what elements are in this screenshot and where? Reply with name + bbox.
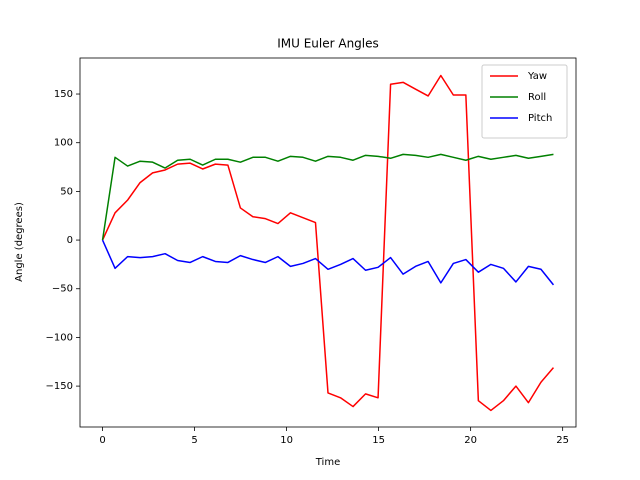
legend-label: Roll: [528, 92, 546, 103]
y-tick-label: 0: [67, 235, 73, 246]
x-axis-label: Time: [315, 457, 340, 468]
legend-label: Pitch: [528, 113, 552, 124]
legend-box: [481, 64, 568, 139]
y-tick-label: 150: [54, 89, 73, 100]
legend-label: Yaw: [527, 71, 547, 82]
chart-title: IMU Euler Angles: [277, 37, 379, 51]
x-tick-label: 25: [556, 435, 569, 446]
y-tick-label: −100: [46, 332, 73, 343]
x-tick-label: 20: [464, 435, 477, 446]
x-tick-label: 10: [280, 435, 293, 446]
y-tick-label: −50: [52, 284, 73, 295]
x-tick-label: 15: [372, 435, 385, 446]
x-tick-label: 0: [99, 435, 105, 446]
y-tick-label: 100: [54, 138, 73, 149]
y-tick-label: 50: [60, 186, 73, 197]
line-series: [101, 239, 555, 286]
y-axis-label: Angle (degrees): [14, 202, 25, 282]
x-tick-label: 5: [191, 435, 197, 446]
line-series: [101, 74, 555, 412]
line-series: [101, 153, 554, 241]
plot-frame: [79, 57, 577, 428]
y-tick-label: −150: [46, 381, 73, 392]
